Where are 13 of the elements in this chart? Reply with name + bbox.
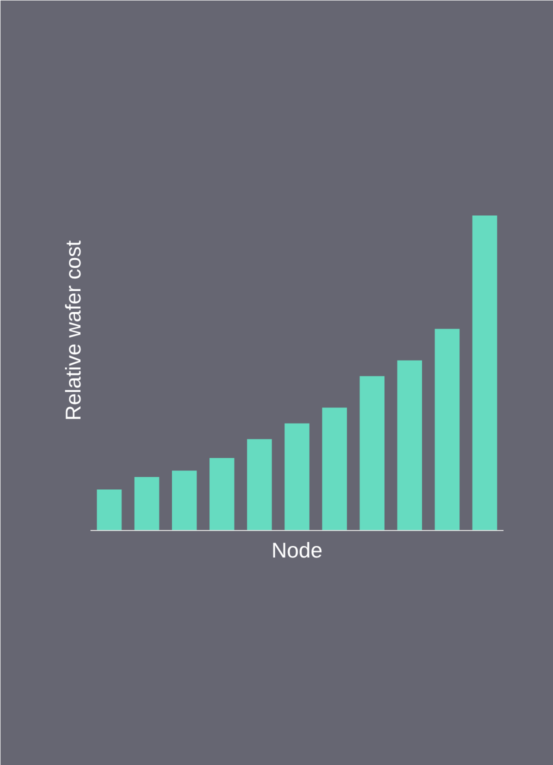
y-axis-title: Relative wafer cost	[62, 240, 86, 421]
bar	[434, 328, 460, 530]
bar	[247, 439, 272, 530]
bar	[210, 458, 234, 530]
bar	[360, 376, 384, 530]
bar	[96, 490, 122, 530]
bar	[472, 216, 498, 530]
x-axis-title: Node	[272, 538, 323, 562]
bar	[397, 360, 422, 530]
bar	[172, 470, 197, 530]
bar	[322, 408, 347, 530]
bar	[284, 423, 310, 530]
bar	[134, 476, 160, 530]
